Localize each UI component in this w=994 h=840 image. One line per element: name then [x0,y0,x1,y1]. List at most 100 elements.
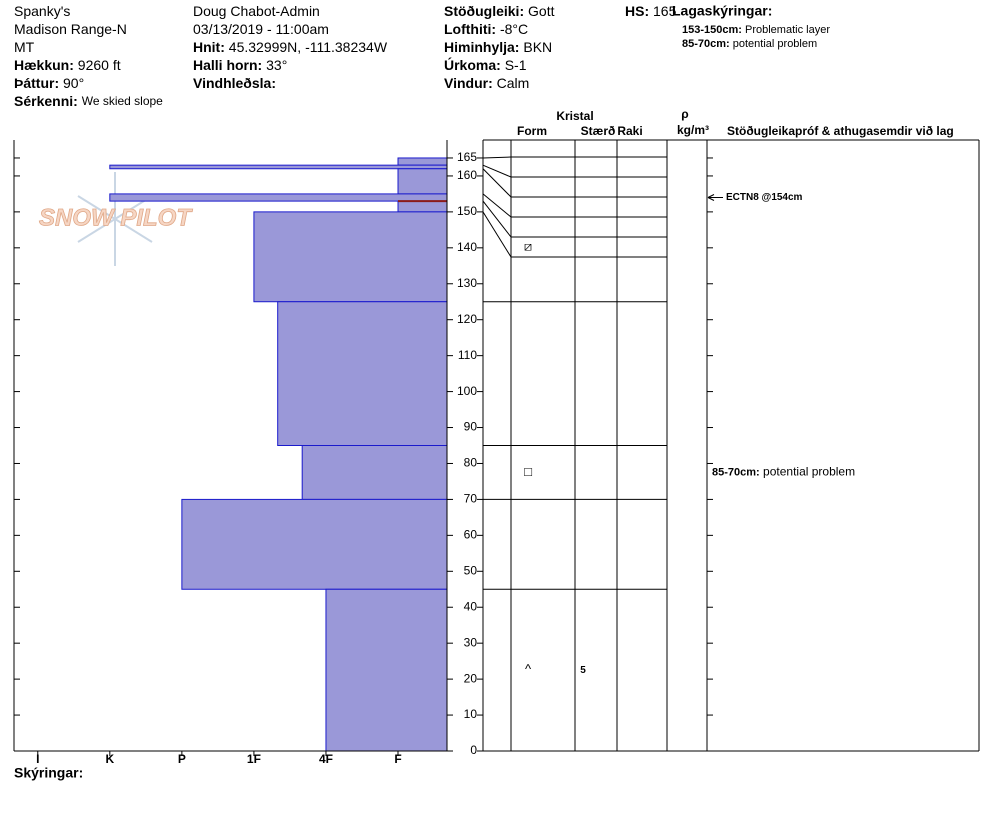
field-label: Úrkoma: [444,56,501,73]
layer-connector [482,164,512,178]
hardness-bar [397,157,448,166]
watermark-logo [77,172,153,266]
field-value: Calm [497,75,530,91]
y-tick-label: 130 [457,276,477,290]
hardness-bar [397,168,448,195]
table-header: Stöðugleikapróf & athugasemdir við lag [727,124,954,138]
legend-entry: 153-150cm: Problematic layer [682,24,830,36]
table-header: Kristal [556,109,593,123]
field-value: 33° [266,57,287,73]
header-field: Madison Range-N [14,21,127,37]
x-tick-label: K [105,752,114,766]
field-value: MT [14,39,35,55]
x-tick-label: 4F [319,752,333,766]
header-field: Halli horn: 33° [193,57,287,73]
y-tick-label: 40 [464,599,478,613]
field-value: Gott [528,3,555,19]
field-value: BKN [523,39,552,55]
field-label: HS: [625,3,649,19]
field-label: Hnit: [193,39,225,55]
field-label: Sérkenni: [14,93,78,109]
y-tick-label: 160 [457,168,477,182]
comment-label: 85-70cm: [712,466,760,478]
y-tick-label: 60 [464,528,478,542]
field-label: Stöðugleiki: [444,3,524,19]
y-tick-label: 30 [464,635,478,649]
legend-text: potential problem [733,38,817,50]
hardness-bar [181,498,448,590]
x-tick-label: 1F [247,752,261,766]
field-value: S-1 [505,57,527,73]
field-label: Vindur: [444,75,493,91]
watermark-text: SNOW PILOT [39,204,193,231]
field-value: 03/13/2019 - 11:00am [193,21,329,37]
field-label: Hækkun: [14,57,74,73]
x-tick-label: I [36,752,39,766]
hardness-bar [397,200,448,213]
legend-entry: 85-70cm: potential problem [682,38,817,50]
header-field: Doug Chabot-Admin [193,3,320,19]
y-tick-label: 50 [464,563,478,577]
layer-connector [482,211,512,258]
y-tick-label: 100 [457,384,477,398]
layer-connector [482,156,512,159]
hardness-bar [253,211,448,303]
field-value: 90° [63,75,84,91]
field-value: Doug Chabot-Admin [193,3,320,19]
table-header: ρ [681,107,688,121]
table-header: Stærð [581,124,616,138]
layer-comment: 85-70cm: potential problem [712,465,855,479]
legend-label: 153-150cm: [682,24,742,36]
header-field: MT [14,39,35,55]
hardness-bar [325,588,448,752]
y-tick-label: 20 [464,671,478,685]
field-value: We skied slope [82,94,163,108]
grain-form: ⧄ [524,238,532,253]
test-result: ECTN8 @154cm [726,192,803,203]
y-tick-label: 110 [458,348,477,362]
field-value: Spanky's [14,3,70,19]
field-value: Madison Range-N [14,21,127,37]
y-tick-label: 150 [457,204,477,218]
header-field: Stöðugleiki: Gott [444,3,555,19]
y-tick-label: 90 [464,420,478,434]
field-label: Lofthiti: [444,21,496,37]
header-field: Lofthiti: -8°C [444,21,528,37]
table-header: kg/m³ [677,123,709,137]
y-tick-label: 10 [464,707,478,721]
comment-text: potential problem [763,465,855,479]
legend-text: Problematic layer [745,24,830,36]
header-field: Hnit: 45.32999N, -111.38234W [193,39,388,55]
header-field: Vindur: Calm [444,75,529,91]
x-tick-label: P [178,752,186,766]
hardness-bar [277,301,448,446]
table-header: Form [517,124,547,138]
y-tick-label: 80 [464,456,478,470]
field-label: Þáttur: [14,75,59,91]
grain-form: □ [524,464,532,479]
field-label: Himinhylja: [444,39,519,55]
legend-label: 85-70cm: [682,38,730,50]
test-arrowhead [707,194,715,201]
grain-form: ^ [525,662,532,677]
header-field: Þáttur: 90° [14,75,84,91]
hardness-bar [301,445,448,500]
y-tick-label: 0 [470,743,477,757]
hardness-bar [109,193,448,202]
x-tick-label: F [394,752,401,766]
table-header: Raki [617,124,642,138]
header-field: Úrkoma: S-1 [444,56,527,73]
field-value: 9260 ft [78,57,121,73]
footer-label: Skýringar: [14,765,83,781]
field-label: Vindhleðsla: [193,75,276,91]
y-tick-label: 140 [457,240,477,254]
layer-connector [482,200,512,238]
field-label: Halli horn: [193,57,262,73]
header-field: 03/13/2019 - 11:00am [193,21,329,37]
layer-connector [482,168,512,198]
field-value: 45.32999N, -111.38234W [229,39,388,55]
field-value: -8°C [500,21,528,37]
header-field: Vindhleðsla: [193,75,276,91]
header-field: Spanky's [14,3,70,19]
